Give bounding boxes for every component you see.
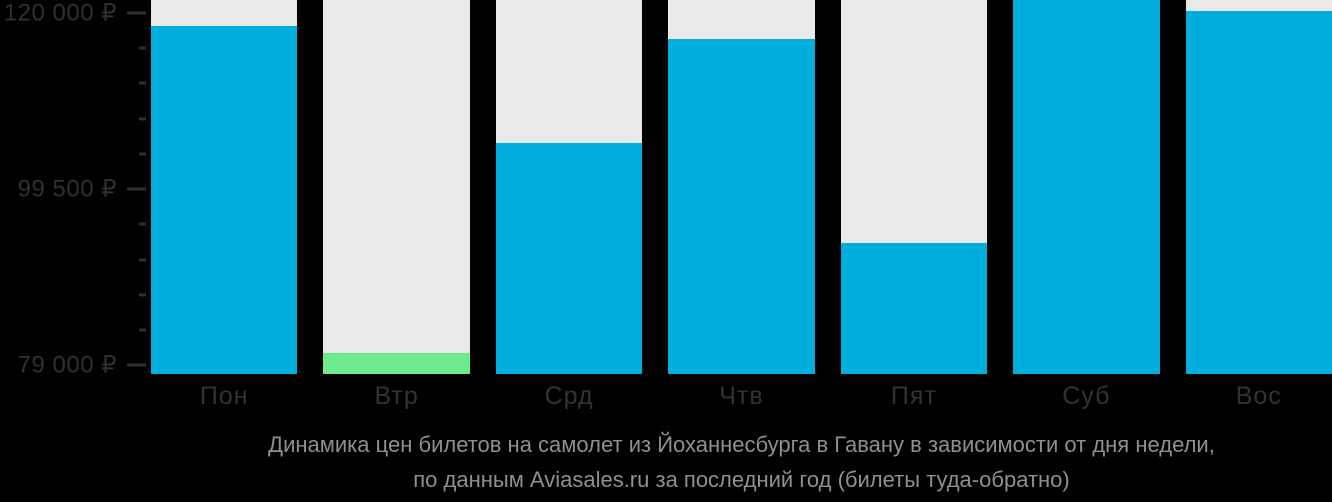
y-tick-major-1: 120 000 ₽ xyxy=(4,0,146,27)
x-axis-label-2: Втр xyxy=(374,382,419,410)
bar-column-3 xyxy=(495,0,643,374)
y-tick-major-3: 79 000 ₽ xyxy=(18,351,146,380)
bar-3 xyxy=(495,142,643,374)
y-tick-label-1: 120 000 ₽ xyxy=(3,0,117,27)
y-tick-dash xyxy=(139,81,146,85)
bar-5 xyxy=(840,243,988,374)
x-axis-label-7: Вос xyxy=(1235,382,1282,410)
y-tick-minor-5 xyxy=(139,222,146,226)
y-tick-minor-3 xyxy=(139,117,146,121)
y-tick-minor-7 xyxy=(139,293,146,297)
y-tick-minor-1 xyxy=(139,46,146,50)
x-axis-label-5: Пят xyxy=(890,382,937,410)
plot-area: 120 000 ₽ 99 500 ₽ 79 000 ₽ xyxy=(0,0,1332,379)
caption-line-2: по данным Aviasales.ru за последний год … xyxy=(413,467,1070,492)
y-tick-minor-8 xyxy=(139,328,146,332)
y-tick-dash xyxy=(127,11,146,15)
bar-column-1 xyxy=(151,0,298,374)
bar-2 xyxy=(323,353,470,374)
y-tick-dash xyxy=(127,187,146,191)
bar-4 xyxy=(668,38,815,374)
y-tick-dash xyxy=(139,222,146,226)
y-tick-minor-6 xyxy=(139,258,146,262)
bar-1 xyxy=(151,25,298,374)
bar-columns xyxy=(151,0,1332,374)
y-tick-label-3: 79 000 ₽ xyxy=(17,351,117,379)
y-tick-dash xyxy=(139,46,146,50)
bar-6 xyxy=(1013,0,1160,374)
y-tick-minor-4 xyxy=(139,152,146,156)
bar-column-4 xyxy=(668,0,815,374)
chart-caption: Динамика цен билетов на самолет из Йохан… xyxy=(151,427,1332,497)
y-tick-dash xyxy=(139,258,146,262)
x-axis-label-6: Суб xyxy=(1062,382,1111,410)
x-axis-labels: Пон Втр Срд Чтв Пят Суб Вос xyxy=(151,374,1332,411)
y-tick-dash xyxy=(139,328,146,332)
y-tick-dash xyxy=(139,152,146,156)
bar-column-5 xyxy=(840,0,988,374)
y-tick-minor-2 xyxy=(139,81,146,85)
bar-7 xyxy=(1185,11,1332,374)
caption-line-1: Динамика цен билетов на самолет из Йохан… xyxy=(268,432,1215,457)
bar-column-7 xyxy=(1185,0,1332,374)
bar-column-6 xyxy=(1013,0,1160,374)
y-tick-major-2: 99 500 ₽ xyxy=(18,175,146,204)
bar-column-2 xyxy=(323,0,470,374)
x-axis-label-3: Срд xyxy=(544,382,594,410)
y-axis: 120 000 ₽ 99 500 ₽ 79 000 ₽ xyxy=(0,0,151,379)
x-axis-label-4: Чтв xyxy=(719,382,764,410)
y-tick-dash xyxy=(139,117,146,121)
y-tick-label-2: 99 500 ₽ xyxy=(17,175,117,203)
x-axis-label-1: Пон xyxy=(199,382,249,410)
y-tick-dash xyxy=(139,293,146,297)
y-tick-dash xyxy=(127,363,146,367)
